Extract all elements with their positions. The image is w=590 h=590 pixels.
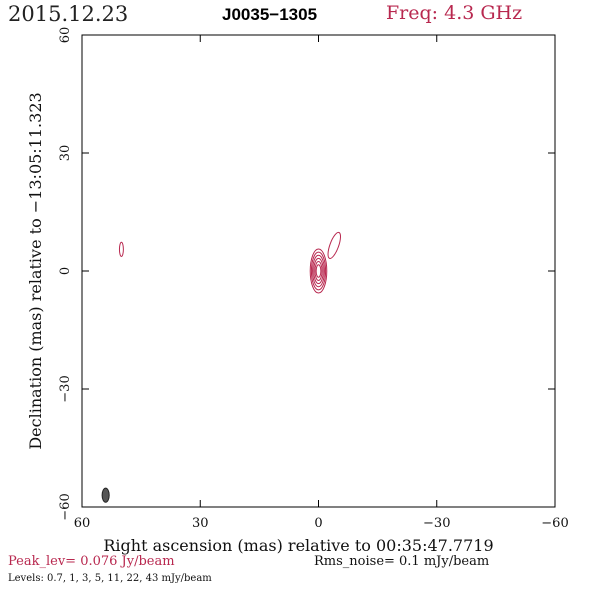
x-tick-label: 30: [192, 516, 209, 531]
y-tick-label: 60: [58, 27, 73, 44]
frequency-label: Freq: 4.3 GHz: [386, 2, 523, 24]
rms-noise: Rms_noise= 0.1 mJy/beam: [314, 554, 490, 569]
y-axis-title: Declination (mas) relative to −13:05:11.…: [26, 92, 45, 449]
beam-ellipse: [101, 487, 110, 503]
x-tick-label: −60: [541, 516, 568, 531]
core-contour: [310, 251, 327, 291]
core-contour: [314, 261, 323, 281]
y-tick-label: −60: [58, 493, 73, 520]
x-tick-label: 0: [314, 516, 322, 531]
plot-frame: [81, 34, 556, 508]
y-tick-label: 30: [58, 145, 73, 162]
core-contour: [315, 264, 322, 278]
core-contour: [312, 254, 325, 288]
y-tick-label: −30: [58, 375, 73, 402]
observation-date: 2015.12.23: [8, 2, 129, 26]
y-tick-label: 0: [58, 267, 73, 275]
source-name: J0035−1305: [222, 5, 318, 24]
core-contour: [309, 248, 328, 294]
core-contour: [313, 257, 324, 285]
x-axis-title: Right ascension (mas) relative to 00:35:…: [103, 536, 493, 555]
x-tick-label: 60: [74, 516, 91, 531]
contour-levels: Levels: 0.7, 1, 3, 5, 11, 22, 43 mJy/bea…: [8, 573, 212, 584]
peak-level: Peak_lev= 0.076 Jy/beam: [8, 554, 175, 569]
jet-contour: [327, 231, 341, 259]
x-tick-label: −30: [423, 516, 450, 531]
isolated-contour: [118, 241, 124, 257]
